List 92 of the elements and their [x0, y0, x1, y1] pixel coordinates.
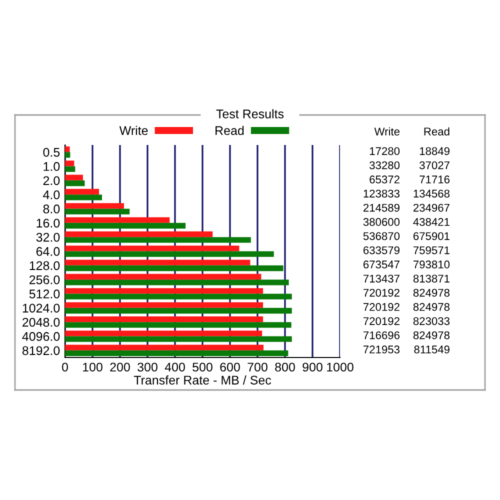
text: 713437 — [363, 274, 400, 283]
bar — [65, 316, 264, 322]
y-tick-label: 8.0 — [43, 204, 60, 214]
text: 536870 — [363, 232, 400, 240]
y-tick-label: 16.0 — [36, 218, 60, 228]
text: 234967 — [413, 204, 450, 212]
chart-title: Test Results — [216, 109, 284, 118]
x-tick-label: 800 — [275, 362, 295, 372]
y-tick-label: 1.0 — [44, 162, 60, 171]
text: 824978 — [413, 288, 450, 297]
x-tick-label: 100 — [83, 362, 102, 372]
text: 720192 — [363, 317, 400, 326]
bar — [65, 237, 251, 243]
y-tick-label: 8192.0 — [22, 346, 60, 356]
x-tick-label: 500 — [192, 362, 212, 372]
bar — [65, 194, 102, 200]
bar — [65, 344, 264, 350]
bar — [65, 322, 292, 328]
x-tick-label: 600 — [220, 362, 240, 372]
text: 17280 — [370, 147, 400, 156]
bar — [65, 280, 289, 286]
x-tick-label: 700 — [248, 362, 268, 372]
bar — [65, 231, 213, 238]
text: 720192 — [363, 288, 400, 297]
text: 633579 — [363, 246, 400, 254]
text: 134568 — [414, 190, 450, 198]
text: Write — [374, 127, 400, 136]
bar — [65, 265, 284, 272]
text: 214589 — [363, 204, 400, 212]
text: 380600 — [363, 218, 400, 226]
bar — [65, 246, 240, 252]
y-tick-label: 0.5 — [43, 148, 60, 157]
x-tick-label: 900 — [302, 362, 322, 372]
text: 123833 — [364, 190, 400, 198]
y-tick-label: 64.0 — [36, 247, 60, 256]
y-tick-label: 32.0 — [36, 232, 60, 242]
x-tick-label: 400 — [164, 362, 185, 372]
bar — [65, 251, 274, 257]
text: 18849 — [420, 147, 450, 156]
bar — [65, 180, 85, 186]
x-tick-label: 1000 — [327, 362, 354, 372]
bar — [65, 146, 70, 152]
text: 813871 — [413, 274, 450, 283]
bar — [65, 152, 70, 158]
text: 824978 — [413, 303, 450, 311]
text: 673547 — [363, 260, 400, 268]
bar — [65, 188, 100, 195]
bar — [65, 302, 264, 308]
text: 824978 — [413, 331, 450, 340]
bar — [65, 308, 292, 314]
text: 37027 — [420, 161, 450, 170]
x-tick-label: 0 — [62, 362, 68, 372]
text: 65372 — [370, 176, 400, 184]
bar — [65, 166, 76, 172]
y-tick-label: 2.0 — [43, 176, 60, 186]
bar — [65, 222, 186, 229]
bar — [65, 330, 262, 336]
legend-label: Read — [216, 126, 244, 136]
x-tick-label: 200 — [110, 362, 130, 372]
text: Read — [424, 127, 450, 136]
y-tick-label: 1024.0 — [22, 304, 60, 313]
bar — [65, 260, 250, 266]
bar — [65, 217, 170, 223]
bar — [65, 350, 288, 356]
text: 71716 — [420, 176, 450, 184]
legend-label: Write — [119, 126, 148, 136]
bar — [65, 174, 83, 180]
text: 759571 — [413, 246, 450, 254]
bar — [65, 203, 124, 209]
text: 793810 — [413, 260, 450, 268]
text: 675901 — [413, 232, 450, 240]
text: 720192 — [363, 303, 400, 311]
bar — [65, 288, 264, 294]
y-tick-label: 512.0 — [29, 290, 60, 298]
text: 716696 — [363, 331, 400, 340]
bar — [65, 160, 74, 166]
text: 438421 — [413, 218, 450, 226]
text: 811549 — [414, 346, 450, 354]
y-tick-label: 4096.0 — [22, 332, 60, 341]
y-tick-label: 256.0 — [29, 275, 60, 284]
text: 823033 — [413, 317, 450, 326]
text: 721953 — [363, 346, 400, 354]
text: 33280 — [370, 161, 400, 170]
bar — [65, 336, 292, 342]
bar — [65, 294, 292, 300]
y-tick-label: 128.0 — [30, 261, 60, 270]
bar — [65, 274, 262, 280]
x-axis-title: Transfer Rate - MB / Sec — [134, 375, 272, 385]
y-tick-label: 2048.0 — [22, 318, 60, 327]
bar — [65, 208, 130, 214]
x-tick-label: 300 — [138, 362, 158, 372]
y-tick-label: 4.0 — [43, 190, 60, 200]
